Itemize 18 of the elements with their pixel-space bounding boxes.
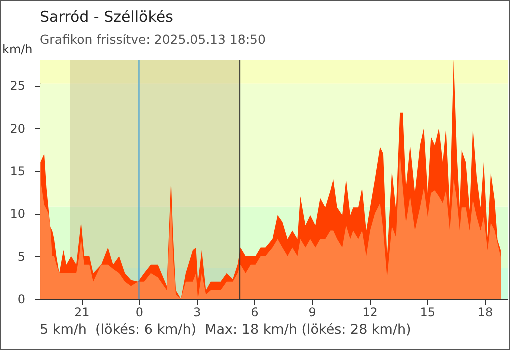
x-tick-label: 18 — [478, 306, 494, 320]
chart-subtitle: Grafikon frissítve: 2025.05.13 18:50 — [40, 32, 266, 47]
y-tick-label: 15 — [10, 164, 26, 178]
text: 5 km/h (lökés: 6 km/h) Max: 18 km/h (lökés: 28 km/h) — [40, 322, 412, 338]
x-tick-label: 9 — [308, 306, 316, 320]
x-tick-label: 12 — [362, 306, 378, 320]
x-tick-label: 21 — [74, 306, 90, 320]
x-tick-label: 0 — [136, 306, 144, 320]
y-tick-label: 10 — [10, 207, 26, 222]
y-tick-label: 20 — [10, 122, 26, 136]
y-axis-title: km/h — [2, 42, 33, 56]
y-tick-label: 0 — [18, 292, 26, 306]
x-tick-label: 6 — [251, 306, 259, 320]
y-tick-label: 5 — [18, 250, 26, 264]
x-tick-label: 15 — [420, 306, 436, 320]
y-tick-label: 25 — [10, 79, 26, 94]
chart-title: Sarród - Széllökés — [40, 8, 174, 26]
x-tick-label: 3 — [194, 306, 202, 320]
